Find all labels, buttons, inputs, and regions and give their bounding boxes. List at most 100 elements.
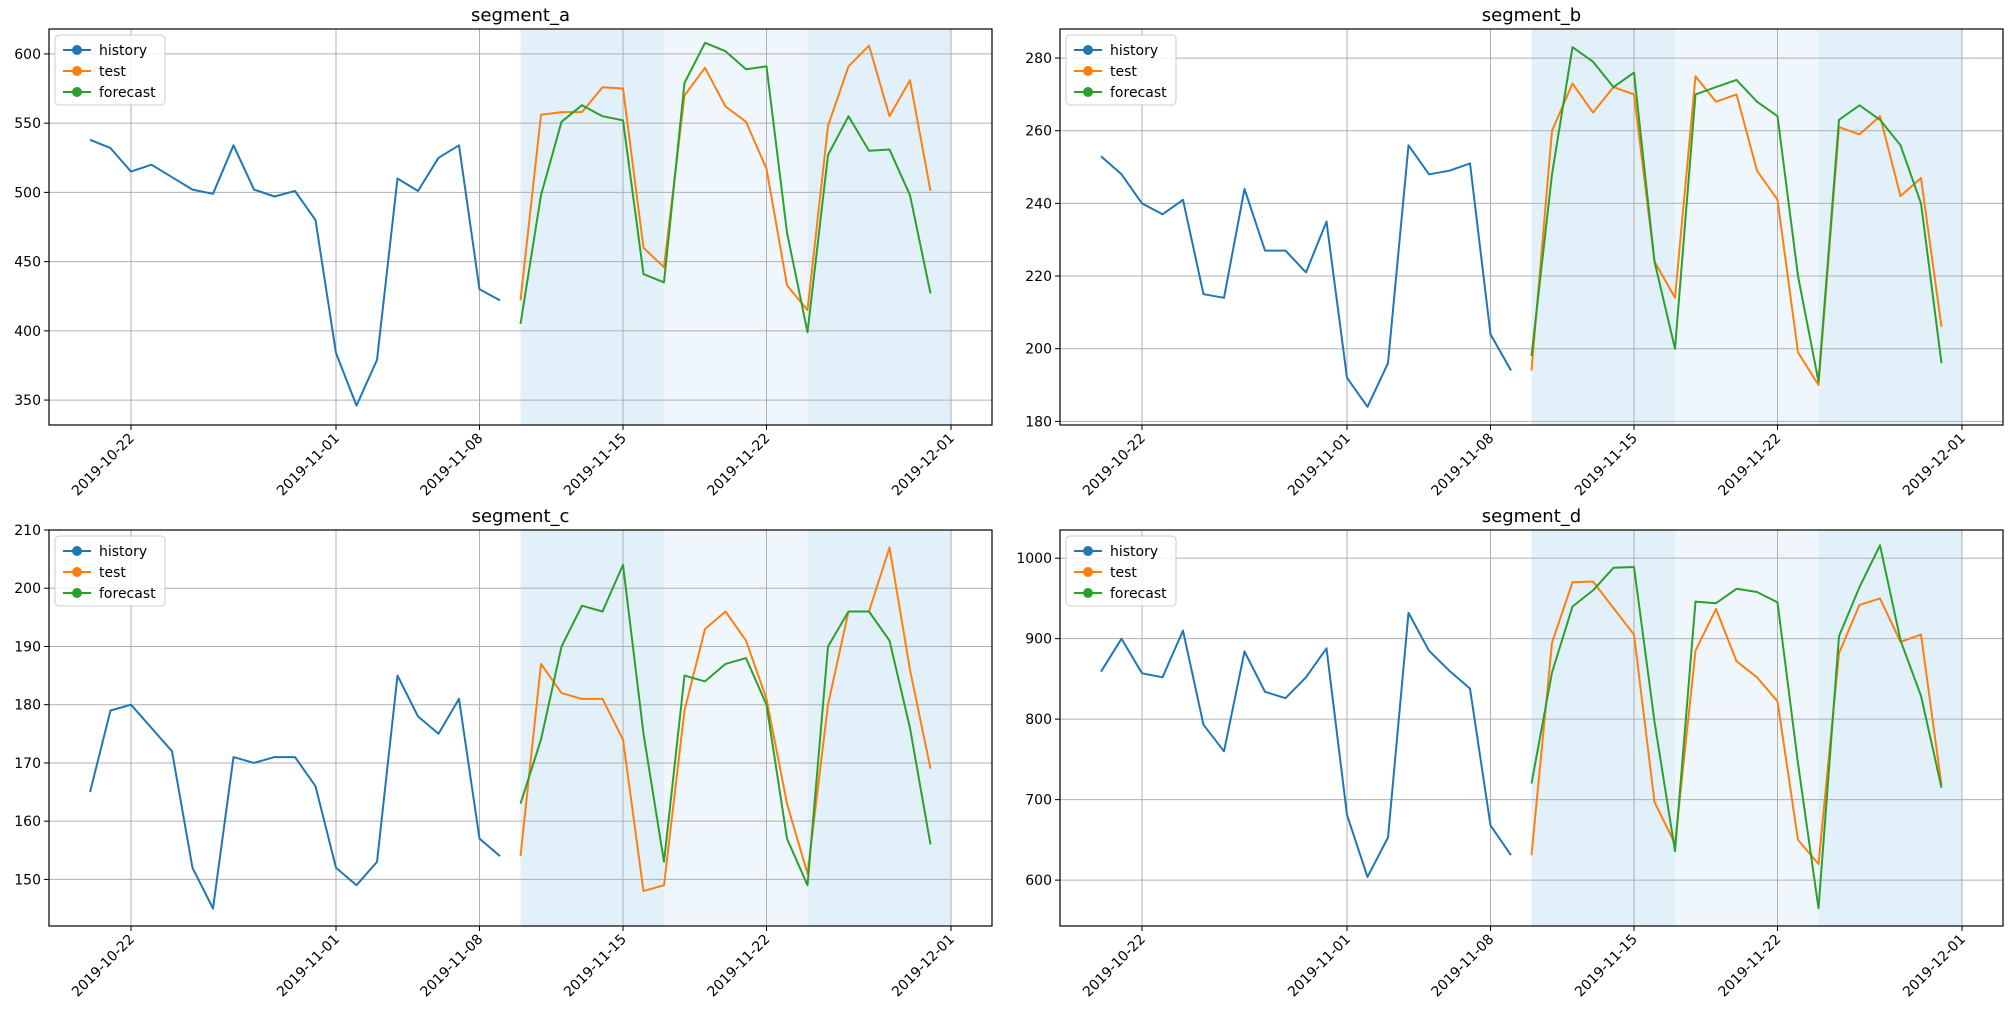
x-tick-label: 2019-12-01 — [889, 932, 958, 1001]
legend-marker-history — [72, 546, 82, 556]
series-line-test — [1530, 580, 1943, 865]
series-line-history — [1100, 144, 1512, 408]
legend-marker-forecast — [1083, 588, 1093, 598]
legend-marker-history — [1083, 546, 1093, 556]
legend-label-test: test — [1110, 64, 1137, 80]
x-tick-label: 2019-11-15 — [561, 932, 630, 1001]
legend-box — [54, 34, 166, 106]
y-tick-label: 280 — [1025, 51, 1052, 67]
legend-label-history: history — [99, 544, 147, 560]
shaded-band — [1675, 530, 1819, 926]
legend-marker-forecast — [72, 588, 82, 598]
chart-panel-segment_d: 600 700 800 900 1000 2019-10-22 2019-11-01 2019… — [1016, 506, 2004, 1001]
y-tick-label: 220 — [1025, 269, 1052, 285]
x-tick-label: 2019-11-22 — [704, 431, 773, 500]
shaded-band — [664, 29, 808, 425]
legend-label-forecast: forecast — [99, 85, 156, 101]
x-tick-label: 2019-11-22 — [1715, 431, 1784, 500]
series-line-history — [89, 138, 501, 407]
x-tick-label: 2019-10-22 — [69, 431, 138, 500]
plot-frame — [48, 28, 993, 426]
x-tick-label: 2019-12-01 — [889, 431, 958, 500]
y-tick-label: 550 — [14, 116, 41, 132]
x-tick-label: 2019-11-15 — [1572, 431, 1641, 500]
y-tick-label: 260 — [1025, 124, 1052, 140]
legend-marker-history — [1083, 45, 1093, 55]
legend-marker-forecast — [1083, 87, 1093, 97]
legend-label-history: history — [1110, 544, 1158, 560]
shaded-band — [1675, 29, 1819, 425]
x-tick-label: 2019-11-08 — [417, 431, 486, 500]
chart-title: segment_c — [472, 506, 570, 527]
y-tick-label: 600 — [1025, 873, 1052, 889]
chart-title: segment_b — [1482, 5, 1581, 26]
series-line-forecast — [1530, 544, 1943, 910]
y-tick-label: 240 — [1025, 196, 1052, 212]
y-tick-label: 450 — [14, 255, 41, 271]
y-tick-label: 210 — [14, 523, 41, 539]
chart-title: segment_d — [1482, 506, 1581, 527]
legend-marker-test — [1083, 66, 1093, 76]
x-tick-label: 2019-11-01 — [274, 932, 343, 1001]
series-line-test — [519, 44, 932, 312]
x-tick-label: 2019-10-22 — [1080, 932, 1149, 1001]
plot-frame — [1059, 28, 2004, 426]
legend-marker-test — [72, 66, 82, 76]
legend-marker-history — [72, 45, 82, 55]
y-tick-label: 400 — [14, 324, 41, 340]
x-tick-label: 2019-11-01 — [1285, 431, 1354, 500]
x-tick-label: 2019-12-01 — [1900, 932, 1969, 1001]
legend: history test forecast — [1065, 535, 1177, 607]
legend-label-test: test — [99, 565, 126, 581]
series-line-test — [1530, 75, 1943, 386]
series-line-forecast — [519, 563, 932, 887]
legend-label-test: test — [1110, 565, 1137, 581]
y-tick-label: 600 — [14, 47, 41, 63]
series-line-history — [1100, 611, 1512, 878]
plot-frame — [48, 529, 993, 927]
legend-label-forecast: forecast — [1110, 586, 1167, 602]
y-tick-label: 350 — [14, 393, 41, 409]
y-tick-label: 900 — [1025, 632, 1052, 648]
legend-label-history: history — [1110, 43, 1158, 59]
shaded-band — [807, 29, 951, 425]
shaded-band — [520, 29, 664, 425]
x-tick-label: 2019-11-22 — [1715, 932, 1784, 1001]
shaded-band — [664, 530, 808, 926]
shaded-band — [1818, 29, 1962, 425]
y-tick-label: 170 — [14, 756, 41, 772]
y-tick-label: 1000 — [1016, 551, 1052, 567]
chart-panel-segment_b: 180 200 220 240 260 280 2019-10-22 2019-11-01 20… — [1025, 5, 2004, 500]
y-tick-label: 200 — [14, 581, 41, 597]
legend-box — [1065, 34, 1177, 106]
legend-label-forecast: forecast — [99, 586, 156, 602]
x-tick-label: 2019-11-22 — [704, 932, 773, 1001]
y-tick-label: 180 — [1025, 414, 1052, 430]
y-tick-label: 800 — [1025, 712, 1052, 728]
y-tick-label: 200 — [1025, 342, 1052, 358]
legend-marker-forecast — [72, 87, 82, 97]
chart-title: segment_a — [471, 5, 570, 26]
x-tick-label: 2019-10-22 — [1080, 431, 1149, 500]
x-tick-label: 2019-11-08 — [417, 932, 486, 1001]
x-tick-label: 2019-11-08 — [1428, 932, 1497, 1001]
series-line-forecast — [1530, 46, 1943, 383]
shaded-band — [807, 530, 951, 926]
shaded-band — [1531, 530, 1675, 926]
x-tick-label: 2019-11-08 — [1428, 431, 1497, 500]
legend: history test forecast — [54, 535, 166, 607]
y-tick-label: 500 — [14, 185, 41, 201]
x-tick-label: 2019-12-01 — [1900, 431, 1969, 500]
legend: history test forecast — [1065, 34, 1177, 106]
legend-box — [1065, 535, 1177, 607]
plot-frame — [1059, 529, 2004, 927]
legend: history test forecast — [54, 34, 166, 106]
shaded-band — [1531, 29, 1675, 425]
legend-label-history: history — [99, 43, 147, 59]
chart-panel-segment_a: 350 400 450 500 550 600 2019-10-22 2019-11-01 20… — [14, 5, 993, 500]
series-line-history — [89, 674, 501, 910]
x-tick-label: 2019-11-15 — [561, 431, 630, 500]
x-tick-label: 2019-10-22 — [69, 932, 138, 1001]
x-tick-label: 2019-11-01 — [274, 431, 343, 500]
